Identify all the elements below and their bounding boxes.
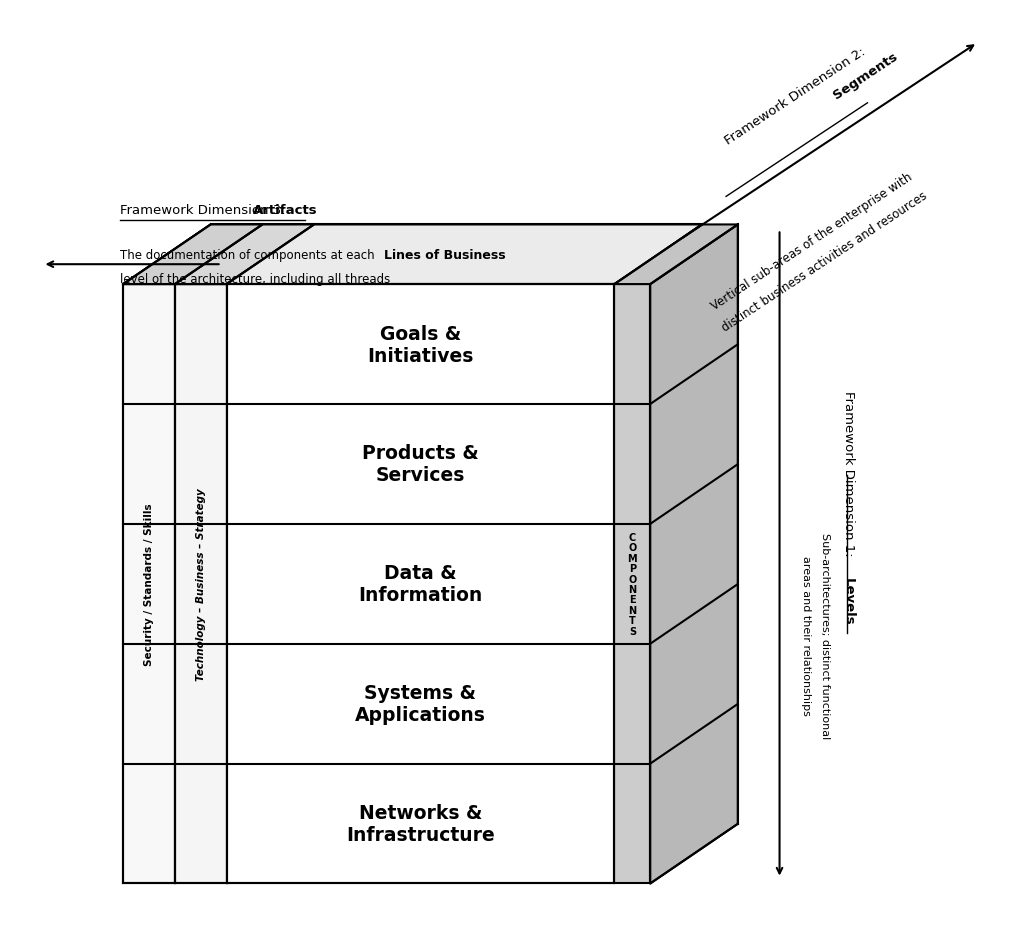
Text: The documentation of components at each: The documentation of components at each — [120, 249, 375, 262]
Text: level of the architecture, including all threads: level of the architecture, including all… — [120, 273, 390, 286]
Polygon shape — [123, 226, 262, 285]
Text: Goals &
Initiatives: Goals & Initiatives — [368, 324, 474, 365]
Polygon shape — [226, 285, 614, 883]
Text: Data &
Information: Data & Information — [358, 563, 482, 605]
Polygon shape — [123, 226, 262, 285]
Text: Framework Dimension 2:: Framework Dimension 2: — [722, 43, 871, 148]
Text: C
O
M
P
O
N
E
N
T
S: C O M P O N E N T S — [628, 533, 637, 636]
Text: areas and their relationships: areas and their relationships — [802, 555, 811, 715]
Text: Systems &
Applications: Systems & Applications — [355, 683, 486, 725]
Polygon shape — [175, 285, 226, 883]
Polygon shape — [226, 226, 702, 285]
Polygon shape — [650, 226, 737, 883]
Text: Framework Dimension 1:: Framework Dimension 1: — [842, 391, 855, 560]
Text: Segments: Segments — [830, 50, 900, 102]
Polygon shape — [175, 226, 314, 285]
Polygon shape — [614, 226, 737, 285]
Text: Products &
Services: Products & Services — [362, 444, 479, 484]
Text: Security / Standards / Skills: Security / Standards / Skills — [144, 503, 154, 665]
Text: Sub-architectures; distinct functional: Sub-architectures; distinct functional — [820, 532, 830, 738]
Polygon shape — [175, 226, 314, 285]
Polygon shape — [123, 285, 175, 883]
Text: Artifacts: Artifacts — [253, 204, 317, 217]
Text: Levels: Levels — [842, 577, 855, 625]
Text: Vertical sub-areas of the enterprise with: Vertical sub-areas of the enterprise wit… — [710, 171, 915, 313]
Polygon shape — [614, 285, 650, 883]
Text: distinct business activities and resources: distinct business activities and resourc… — [720, 189, 930, 334]
Text: Framework Dimension 3:: Framework Dimension 3: — [120, 204, 290, 217]
Text: Networks &
Infrastructure: Networks & Infrastructure — [346, 803, 495, 844]
Text: Lines of Business: Lines of Business — [384, 249, 506, 262]
Text: Technology – Business – Strategy: Technology – Business – Strategy — [196, 488, 206, 680]
